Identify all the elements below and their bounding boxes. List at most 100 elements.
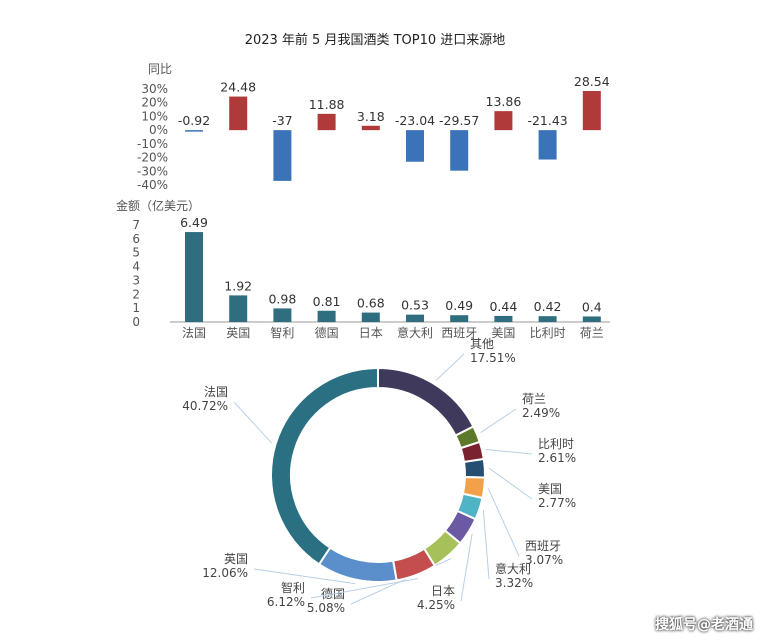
category-label: 英国	[226, 326, 250, 340]
category-label: 智利	[270, 325, 294, 340]
amount-value-label: 0.81	[313, 294, 341, 309]
amount-y-tick: 3	[132, 273, 140, 287]
category-label: 意大利	[397, 325, 433, 340]
donut-slice-pct: 3.07%	[525, 553, 563, 567]
donut-slice-label: 其他	[470, 337, 494, 351]
amount-y-tick: 7	[132, 218, 140, 232]
growth-value-label: 3.18	[357, 109, 385, 124]
growth-bar	[450, 130, 469, 171]
category-label: 荷兰	[580, 326, 604, 340]
growth-value-label: -0.92	[178, 113, 210, 128]
growth-y-tick: 20%	[141, 96, 168, 110]
growth-bar	[361, 125, 380, 131]
amount-bar	[582, 316, 601, 322]
growth-axis-label: 同比	[148, 62, 172, 76]
donut-slice-label: 日本	[431, 584, 455, 598]
amount-y-tick: 2	[132, 287, 140, 301]
amount-y-tick: 5	[132, 246, 140, 260]
amount-value-label: 0.49	[445, 298, 473, 313]
growth-y-tick: 10%	[141, 109, 168, 123]
amount-value-label: 0.42	[534, 299, 562, 314]
chart-title: 2023 年前 5 月我国酒类 TOP10 进口来源地	[245, 32, 506, 48]
donut-leader-line	[435, 353, 465, 381]
category-label: 美国	[491, 326, 515, 340]
amount-bar	[273, 308, 292, 322]
growth-y-tick: -20%	[137, 151, 168, 165]
category-label: 德国	[315, 325, 339, 340]
amount-bar	[185, 232, 203, 322]
growth-value-label: 13.86	[486, 94, 522, 109]
category-label: 法国	[182, 326, 206, 340]
growth-y-tick: 0%	[149, 123, 168, 137]
donut-slice-label: 法国	[204, 385, 228, 399]
donut-slice-pct: 4.25%	[417, 598, 455, 612]
growth-value-label: -21.43	[527, 113, 567, 128]
growth-bar-chart: 30%20%10%0%-10%-20%-30%-40% -0.92 24.48 -37…	[137, 74, 610, 192]
amount-value-label: 0.4	[582, 299, 602, 314]
donut-slice	[462, 457, 486, 479]
amount-value-label: 0.68	[357, 296, 385, 311]
donut-leader-line	[487, 488, 520, 557]
amount-value-label: 0.53	[401, 298, 429, 313]
growth-bar	[185, 130, 203, 132]
category-label: 比利时	[530, 326, 566, 340]
growth-y-tick: -40%	[137, 178, 168, 192]
donut-leader-line	[460, 533, 473, 602]
growth-bar	[317, 113, 336, 131]
donut-slice-pct: 2.61%	[538, 451, 576, 465]
category-label: 日本	[359, 326, 383, 340]
donut-slice-pct: 17.51%	[470, 351, 516, 365]
donut-leader-line	[233, 401, 273, 444]
growth-value-label: -37	[272, 113, 292, 128]
growth-value-label: 28.54	[574, 74, 610, 89]
amount-axis-label: 金额（亿美元）	[116, 198, 200, 213]
growth-bar	[538, 130, 557, 160]
donut-slice	[270, 366, 379, 566]
amount-bar	[406, 314, 424, 322]
amount-bar	[361, 312, 380, 322]
growth-bar	[406, 130, 424, 162]
growth-y-tick: -30%	[137, 164, 168, 178]
amount-y-tick: 1	[132, 301, 140, 315]
donut-slice-label: 智利	[281, 580, 305, 595]
growth-bar	[494, 111, 513, 131]
amount-value-label: 0.98	[268, 291, 296, 306]
donut-slice-pct: 5.08%	[307, 601, 345, 615]
donut-slice-label: 意大利	[495, 561, 531, 576]
growth-value-label: -29.57	[439, 113, 479, 128]
donut-leader-line	[485, 448, 533, 455]
amount-value-label: 1.92	[224, 278, 252, 293]
watermark-text: 搜狐号@老酒通	[655, 617, 753, 633]
growth-y-tick: 30%	[141, 82, 168, 96]
donut-slice-pct: 2.49%	[522, 406, 560, 420]
growth-bar	[273, 130, 292, 181]
donut-leader-line	[480, 408, 517, 433]
donut-slice	[317, 546, 398, 583]
amount-bar	[494, 315, 513, 322]
growth-y-tick: -10%	[137, 137, 168, 151]
donut-slice-label: 荷兰	[522, 392, 546, 406]
growth-bar	[582, 91, 601, 131]
amount-bar	[317, 310, 336, 322]
amount-value-label: 0.44	[489, 299, 517, 314]
amount-bar	[229, 295, 248, 322]
growth-value-label: 24.48	[220, 80, 256, 95]
growth-value-label: 11.88	[309, 97, 345, 112]
donut-slice-label: 比利时	[538, 437, 574, 451]
amount-y-tick: 4	[132, 260, 140, 274]
donut-slice-label: 美国	[538, 482, 562, 496]
donut-slice-pct: 40.72%	[182, 399, 228, 413]
donut-slice-label: 西班牙	[525, 539, 561, 553]
donut-slice-pct: 2.77%	[538, 496, 576, 510]
category-label: 西班牙	[441, 326, 477, 340]
donut-slice-pct: 6.12%	[267, 595, 305, 609]
donut-slice-label: 英国	[224, 552, 248, 566]
amount-bar	[450, 315, 469, 322]
donut-slice	[377, 366, 475, 437]
donut-leader-line	[253, 568, 356, 585]
growth-value-label: -23.04	[395, 113, 435, 128]
donut-slice-pct: 3.32%	[495, 576, 533, 590]
